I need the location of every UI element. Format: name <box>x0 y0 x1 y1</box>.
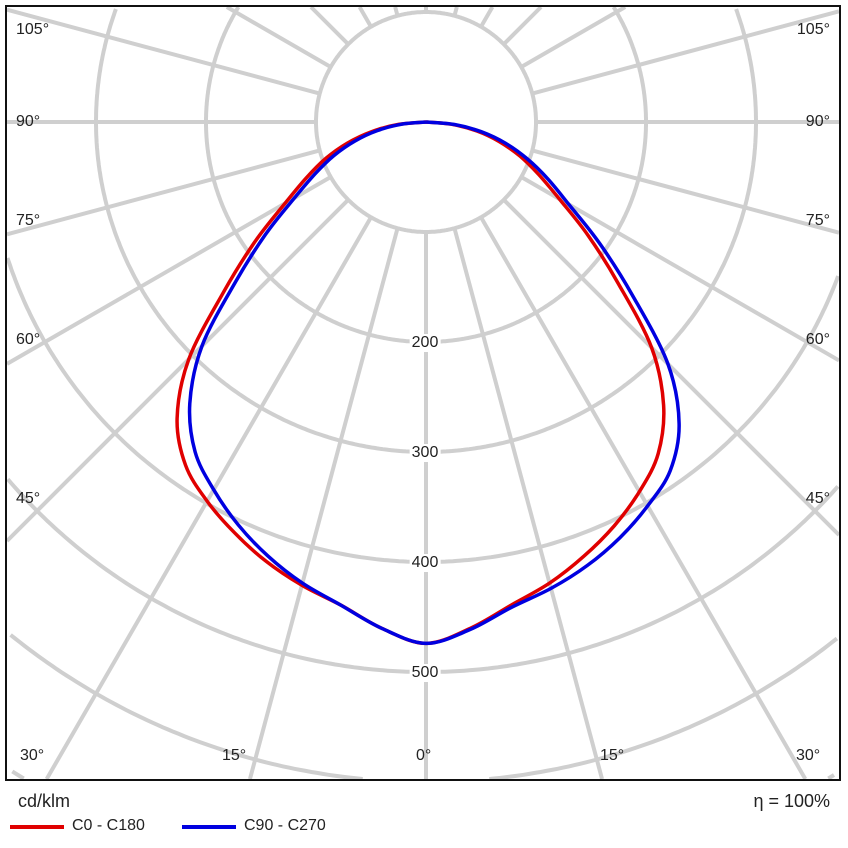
grid-spoke--150 <box>357 5 373 28</box>
ring-label-400: 400 <box>409 554 441 572</box>
curves <box>175 120 681 646</box>
angle-label-right-75: 75° <box>805 212 830 229</box>
grid-ring-200 <box>204 6 648 344</box>
angle-label-left-45: 45° <box>16 490 41 507</box>
angle-label-bottom-15-left: 15° <box>222 747 247 764</box>
grid-spoke--165 <box>393 6 400 17</box>
grid-spoke-150 <box>479 5 495 28</box>
ring-label-500: 500 <box>409 664 441 682</box>
legend-swatch-c0-c180 <box>10 825 64 829</box>
grid-spoke-75 <box>531 148 840 235</box>
grid-spoke--30 <box>44 216 373 780</box>
angle-label-left-75: 75° <box>16 212 41 229</box>
angle-label-right-45: 45° <box>805 490 830 507</box>
grid-ring-600 <box>9 633 839 781</box>
grid-ring-300 <box>94 8 758 454</box>
angle-label-bottom-30-right: 30° <box>796 747 821 764</box>
grid-spoke-30 <box>479 216 808 781</box>
grid-spoke-60 <box>520 175 841 363</box>
grid-ring-700 <box>11 769 836 781</box>
angle-label-bottom-0: 0° <box>416 747 432 764</box>
angle-label-left-60: 60° <box>16 331 41 348</box>
ring-label-300: 300 <box>409 444 441 462</box>
grid-spoke--135 <box>309 5 350 46</box>
angle-label-right-60: 60° <box>805 331 830 348</box>
grid-spoke--120 <box>225 5 332 69</box>
curve-c90-c270 <box>187 120 681 646</box>
grid-spoke--75 <box>6 148 321 237</box>
angle-label-bottom-30-left: 30° <box>20 747 45 764</box>
grid-spoke-105 <box>531 9 840 96</box>
angle-label-bottom-15-right: 15° <box>600 747 625 764</box>
grid-spoke--45 <box>5 198 350 543</box>
angle-label-right-105: 105° <box>796 21 830 38</box>
angle-label-left-90: 90° <box>16 113 41 130</box>
grid-spoke-135 <box>502 5 543 46</box>
grid-spoke-45 <box>502 198 841 537</box>
grid-spoke--15 <box>248 227 400 780</box>
grid-spoke-165 <box>452 6 459 17</box>
ring-label-200: 200 <box>409 334 441 352</box>
grid-spoke--60 <box>6 175 332 366</box>
angle-label-left-105: 105° <box>16 21 50 38</box>
unit-label: cd/klm <box>18 791 71 811</box>
grid-spoke-15 <box>452 227 604 780</box>
legend-swatch-c90-c270 <box>182 825 236 829</box>
efficiency-label: η = 100% <box>753 791 830 811</box>
angle-label-right-90: 90° <box>805 113 830 130</box>
plot-frame <box>5 5 841 781</box>
legend-label-c90-c270: C90 - C270 <box>244 817 326 834</box>
grid-spoke--105 <box>6 7 321 96</box>
grid-spoke-120 <box>520 5 627 69</box>
legend-label-c0-c180: C0 - C180 <box>72 817 145 834</box>
